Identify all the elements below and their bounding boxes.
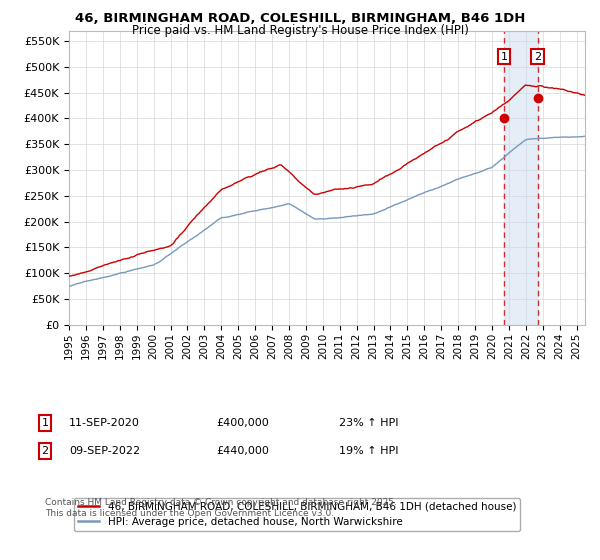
Legend: 46, BIRMINGHAM ROAD, COLESHILL, BIRMINGHAM, B46 1DH (detached house), HPI: Avera: 46, BIRMINGHAM ROAD, COLESHILL, BIRMINGH… [74,498,520,531]
Text: £400,000: £400,000 [216,418,269,428]
Text: 1: 1 [41,418,49,428]
Text: Price paid vs. HM Land Registry's House Price Index (HPI): Price paid vs. HM Land Registry's House … [131,24,469,36]
Text: 1: 1 [500,52,508,62]
Text: £440,000: £440,000 [216,446,269,456]
Bar [504,31,538,325]
Text: 46, BIRMINGHAM ROAD, COLESHILL, BIRMINGHAM, B46 1DH: 46, BIRMINGHAM ROAD, COLESHILL, BIRMINGH… [75,12,525,25]
Text: 2: 2 [534,52,541,62]
Text: Contains HM Land Registry data © Crown copyright and database right 2025.
This d: Contains HM Land Registry data © Crown c… [45,498,397,518]
Text: 11-SEP-2020: 11-SEP-2020 [69,418,140,428]
Text: 19% ↑ HPI: 19% ↑ HPI [339,446,398,456]
Text: 09-SEP-2022: 09-SEP-2022 [69,446,140,456]
Text: 2: 2 [41,446,49,456]
Text: 23% ↑ HPI: 23% ↑ HPI [339,418,398,428]
